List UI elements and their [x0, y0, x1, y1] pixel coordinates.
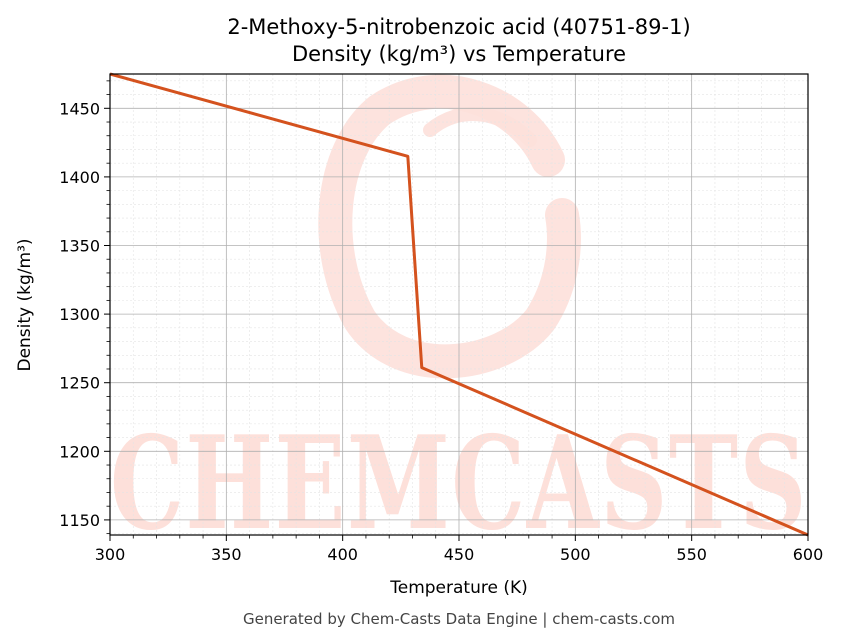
x-tick-label: 450 [444, 545, 475, 564]
y-tick-label: 1450 [59, 99, 100, 118]
y-tick-label: 1200 [59, 442, 100, 461]
y-tick-label: 1400 [59, 168, 100, 187]
y-tick-label: 1350 [59, 237, 100, 256]
x-tick-label: 350 [211, 545, 242, 564]
y-tick-label: 1150 [59, 511, 100, 530]
x-tick-label: 400 [327, 545, 358, 564]
watermark-swirl-inner [423, 107, 537, 147]
footer-credit: Generated by Chem-Casts Data Engine | ch… [243, 610, 675, 628]
y-tick-label: 1300 [59, 305, 100, 324]
x-tick-label: 500 [560, 545, 591, 564]
axis-ticks [104, 80, 809, 541]
density-series-line [109, 72, 809, 537]
y-axis-label: Density (kg/m³) [15, 238, 35, 371]
chart-subtitle: Density (kg/m³) vs Temperature [292, 42, 626, 66]
series-group [109, 72, 809, 537]
tick-labels: 300 350 400 450 500 550 600 1150 1200 1250 1300 135… [59, 99, 823, 564]
x-tick-label: 600 [793, 545, 824, 564]
chart-title: 2-Methoxy-5-nitrobenzoic acid (40751-89-… [227, 15, 690, 39]
x-tick-label: 550 [676, 545, 707, 564]
watermark-swirl [318, 74, 581, 379]
y-tick-label: 1250 [59, 374, 100, 393]
x-axis-label: Temperature (K) [389, 578, 528, 598]
x-tick-label: 300 [95, 545, 126, 564]
